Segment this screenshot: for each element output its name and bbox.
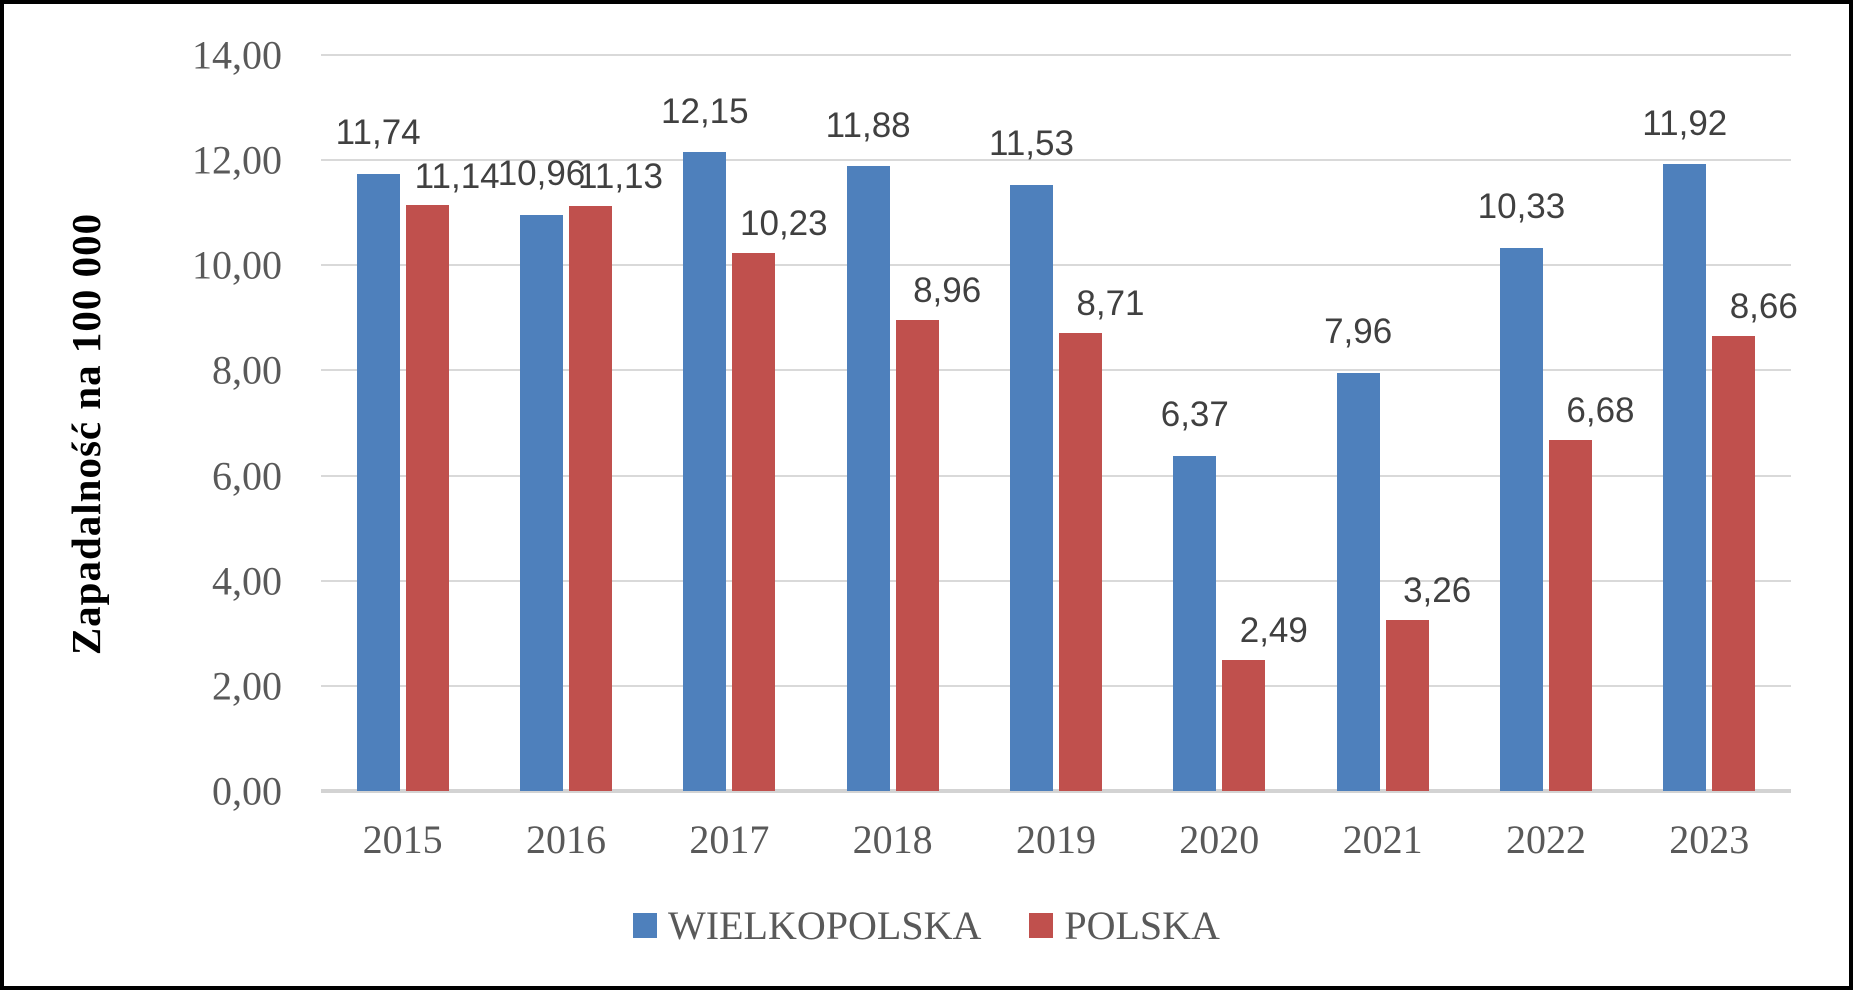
x-axis-label-2021: 2021 — [1342, 817, 1423, 862]
bar-value-label: 10,33 — [1477, 187, 1566, 227]
y-axis-tick-label: 4,00 — [212, 558, 282, 604]
bar-value-label: 7,96 — [1324, 311, 1393, 351]
bar-group-2018: 11,88 8,96 — [811, 55, 981, 791]
bar-group-2017: 12,15 10,23 — [648, 55, 828, 791]
legend-label: WIELKOPOLSKA — [668, 903, 982, 948]
y-axis-tick-label: 0,00 — [212, 768, 282, 814]
bar-polska-2022: 6,68 — [1548, 392, 1635, 791]
bar-wielkopolska-2022: 10,33 — [1478, 188, 1565, 791]
x-axis-label-2023: 2023 — [1669, 817, 1750, 862]
bar-value-label: 2,49 — [1239, 611, 1308, 651]
legend-swatch-icon — [633, 913, 658, 938]
gridline — [321, 264, 1791, 267]
x-axis-label-2018: 2018 — [852, 817, 933, 862]
bar-value-label: 10,23 — [740, 204, 828, 244]
bar-polska-2020: 2,49 — [1222, 613, 1308, 791]
bar-value-label: 11,92 — [1642, 103, 1728, 143]
y-axis-tick-label: 8,00 — [212, 347, 282, 393]
gridline — [321, 474, 1791, 477]
x-axis-label-2017: 2017 — [689, 817, 770, 862]
gridline — [321, 579, 1791, 582]
bar-value-label: 8,66 — [1729, 286, 1798, 326]
bar-value-label: 6,68 — [1566, 391, 1635, 431]
x-axis-label-2020: 2020 — [1179, 817, 1260, 862]
bar-group-2020: 6,37 2,49 — [1138, 55, 1308, 791]
bar-value-label: 8,71 — [1076, 284, 1145, 324]
bar-wielkopolska-2020: 6,37 — [1161, 397, 1229, 791]
x-axis-label-2015: 2015 — [362, 817, 443, 862]
bar-value-label: 11,53 — [988, 124, 1074, 164]
bar-polska-2021: 3,26 — [1385, 572, 1471, 791]
gridline — [321, 159, 1791, 162]
bar-group-2019: 11,53 8,71 — [974, 55, 1145, 791]
bar-value-label: 8,96 — [913, 271, 982, 311]
bar-wielkopolska-2015: 11,74 — [336, 114, 421, 791]
legend-item-wielkopolska: WIELKOPOLSKA — [633, 902, 981, 949]
bar-group-2023: 11,92 8,66 — [1628, 55, 1798, 791]
y-axis-tick-label: 14,00 — [192, 32, 282, 78]
bar-value-label: 11,88 — [825, 105, 911, 145]
plot-area: 11,74 11,14 10,96 11,13 12,15 10,23 11,88 8,96 1… — [321, 54, 1798, 793]
bar-wielkopolska-2018: 11,88 — [826, 107, 911, 791]
legend: WIELKOPOLSKA POLSKA — [4, 902, 1849, 949]
bar-polska-2017: 10,23 — [732, 206, 828, 791]
x-axis-baseline — [321, 789, 1791, 793]
bar-groups: 11,74 11,14 10,96 11,13 12,15 10,23 11,88 8,96 1… — [321, 55, 1798, 791]
x-axis-label-2016: 2016 — [525, 817, 606, 862]
bar-wielkopolska-2016: 10,96 — [498, 155, 585, 791]
bar-wielkopolska-2023: 11,92 — [1642, 105, 1727, 791]
bar-value-label: 3,26 — [1403, 570, 1472, 610]
bar-wielkopolska-2019: 11,53 — [989, 125, 1074, 791]
bar-value-label: 11,74 — [335, 113, 421, 153]
bar-wielkopolska-2017: 12,15 — [661, 93, 749, 791]
y-axis-tick-label: 12,00 — [192, 137, 282, 183]
gridline — [321, 54, 1791, 56]
legend-swatch-icon — [1029, 913, 1054, 938]
y-axis-tick-label: 6,00 — [212, 453, 282, 499]
bar-polska-2016: 11,13 — [568, 158, 663, 791]
bar-group-2015: 11,74 11,14 — [321, 55, 500, 791]
x-axis-labels: 2015 2016 2017 2018 2019 2020 2021 2022 2023 — [321, 816, 1791, 863]
legend-label: POLSKA — [1064, 903, 1220, 948]
bar-polska-2019: 8,71 — [1058, 286, 1145, 791]
bar-value-label: 10,96 — [497, 154, 586, 194]
bar-group-2016: 10,96 11,13 — [484, 55, 663, 791]
bar-polska-2023: 8,66 — [1712, 288, 1798, 791]
gridline — [321, 684, 1791, 687]
x-axis-label-2019: 2019 — [1015, 817, 1096, 862]
bar-wielkopolska-2021: 7,96 — [1324, 313, 1392, 791]
y-axis-tick-label: 10,00 — [192, 242, 282, 288]
bar-value-label: 11,14 — [414, 156, 500, 196]
y-axis-tick-labels: 0,00 2,00 4,00 6,00 8,00 10,00 12,00 14,00 — [4, 4, 282, 986]
x-axis-label-2022: 2022 — [1505, 817, 1586, 862]
bar-polska-2015: 11,14 — [405, 158, 500, 791]
bar-polska-2018: 8,96 — [895, 272, 981, 791]
y-axis-tick-label: 2,00 — [212, 663, 282, 709]
bar-value-label: 6,37 — [1160, 395, 1229, 435]
bar-value-label: 11,13 — [577, 157, 663, 197]
gridline — [321, 369, 1791, 372]
bar-value-label: 12,15 — [661, 91, 749, 131]
bar-group-2022: 10,33 6,68 — [1464, 55, 1635, 791]
bar-group-2021: 7,96 3,26 — [1301, 55, 1471, 791]
legend-item-polska: POLSKA — [1029, 902, 1220, 949]
